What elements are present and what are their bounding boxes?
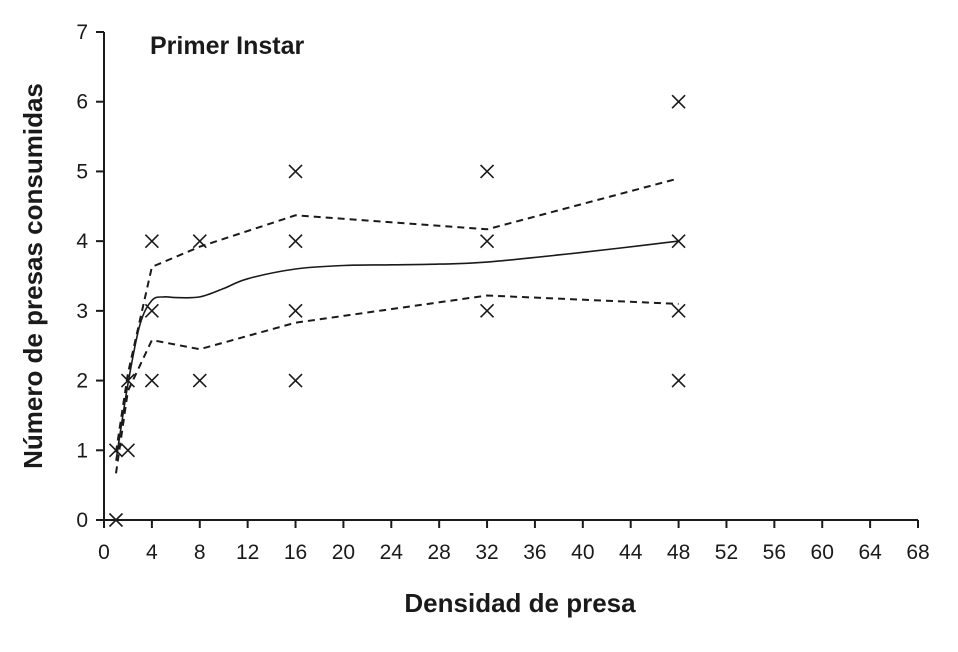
- data-points: [108, 94, 686, 528]
- data-point: [108, 443, 124, 458]
- data-point: [288, 234, 303, 249]
- x-tick-label: 56: [763, 541, 786, 564]
- data-point: [479, 164, 495, 179]
- x-tick-label: 16: [284, 541, 307, 564]
- x-tick-label: 40: [571, 541, 594, 564]
- data-point: [288, 164, 303, 179]
- lower-band-group: [115, 294, 679, 474]
- y-tick-label: 0: [76, 509, 88, 532]
- y-ticks: 0 1 2 3 4 5 6 7: [76, 21, 104, 532]
- x-tick-label: 60: [811, 541, 834, 564]
- x-tick-label: 48: [667, 541, 690, 564]
- y-axis-title: Número de presas consumidas: [18, 83, 48, 469]
- data-point: [144, 234, 159, 249]
- x-tick-label: 64: [858, 541, 882, 564]
- x-tick-label: 44: [619, 541, 643, 564]
- x-axis-title: Densidad de presa: [404, 588, 636, 618]
- data-point: [288, 373, 303, 388]
- data-point: [120, 373, 136, 388]
- data-point: [120, 443, 136, 458]
- x-tick-label: 52: [715, 541, 738, 564]
- data-point: [479, 234, 495, 249]
- fit-curve-group: [115, 240, 679, 461]
- y-tick-label: 2: [76, 370, 88, 393]
- x-tick-label: 28: [427, 541, 450, 564]
- x-ticks: 0 4 8 12 16 20 24 28 32 36 40 44 48 52 56 60 64 68: [98, 520, 930, 564]
- data-point: [671, 373, 686, 388]
- x-tick-label: 20: [332, 541, 355, 564]
- x-tick-label: 32: [475, 541, 498, 564]
- data-point: [671, 94, 686, 109]
- data-point: [108, 512, 124, 528]
- data-point: [288, 303, 303, 318]
- upper-confidence-line: [115, 177, 679, 453]
- x-tick-label: 36: [523, 541, 546, 564]
- data-point: [192, 373, 207, 388]
- data-point: [671, 303, 686, 318]
- y-tick-label: 1: [76, 439, 88, 462]
- x-tick-label: 24: [380, 541, 404, 564]
- data-point: [144, 303, 159, 318]
- y-tick-label: 4: [76, 230, 88, 253]
- upper-band-group: [115, 177, 679, 453]
- y-tick-label: 6: [76, 91, 88, 114]
- data-point: [671, 234, 686, 249]
- data-point: [479, 303, 495, 318]
- y-tick-label: 3: [76, 300, 88, 323]
- x-tick-label: 8: [194, 541, 206, 564]
- data-point: [144, 373, 159, 388]
- fitted-curve: [115, 240, 679, 461]
- lower-confidence-line: [115, 294, 679, 474]
- data-point: [192, 234, 207, 249]
- y-tick-label: 5: [76, 160, 88, 183]
- x-tick-label: 4: [146, 541, 158, 564]
- x-tick-label: 12: [236, 541, 259, 564]
- y-tick-label: 7: [76, 21, 88, 44]
- x-tick-label: 0: [98, 541, 110, 564]
- x-tick-label: 68: [906, 541, 929, 564]
- chart-title: Primer Instar: [150, 32, 305, 60]
